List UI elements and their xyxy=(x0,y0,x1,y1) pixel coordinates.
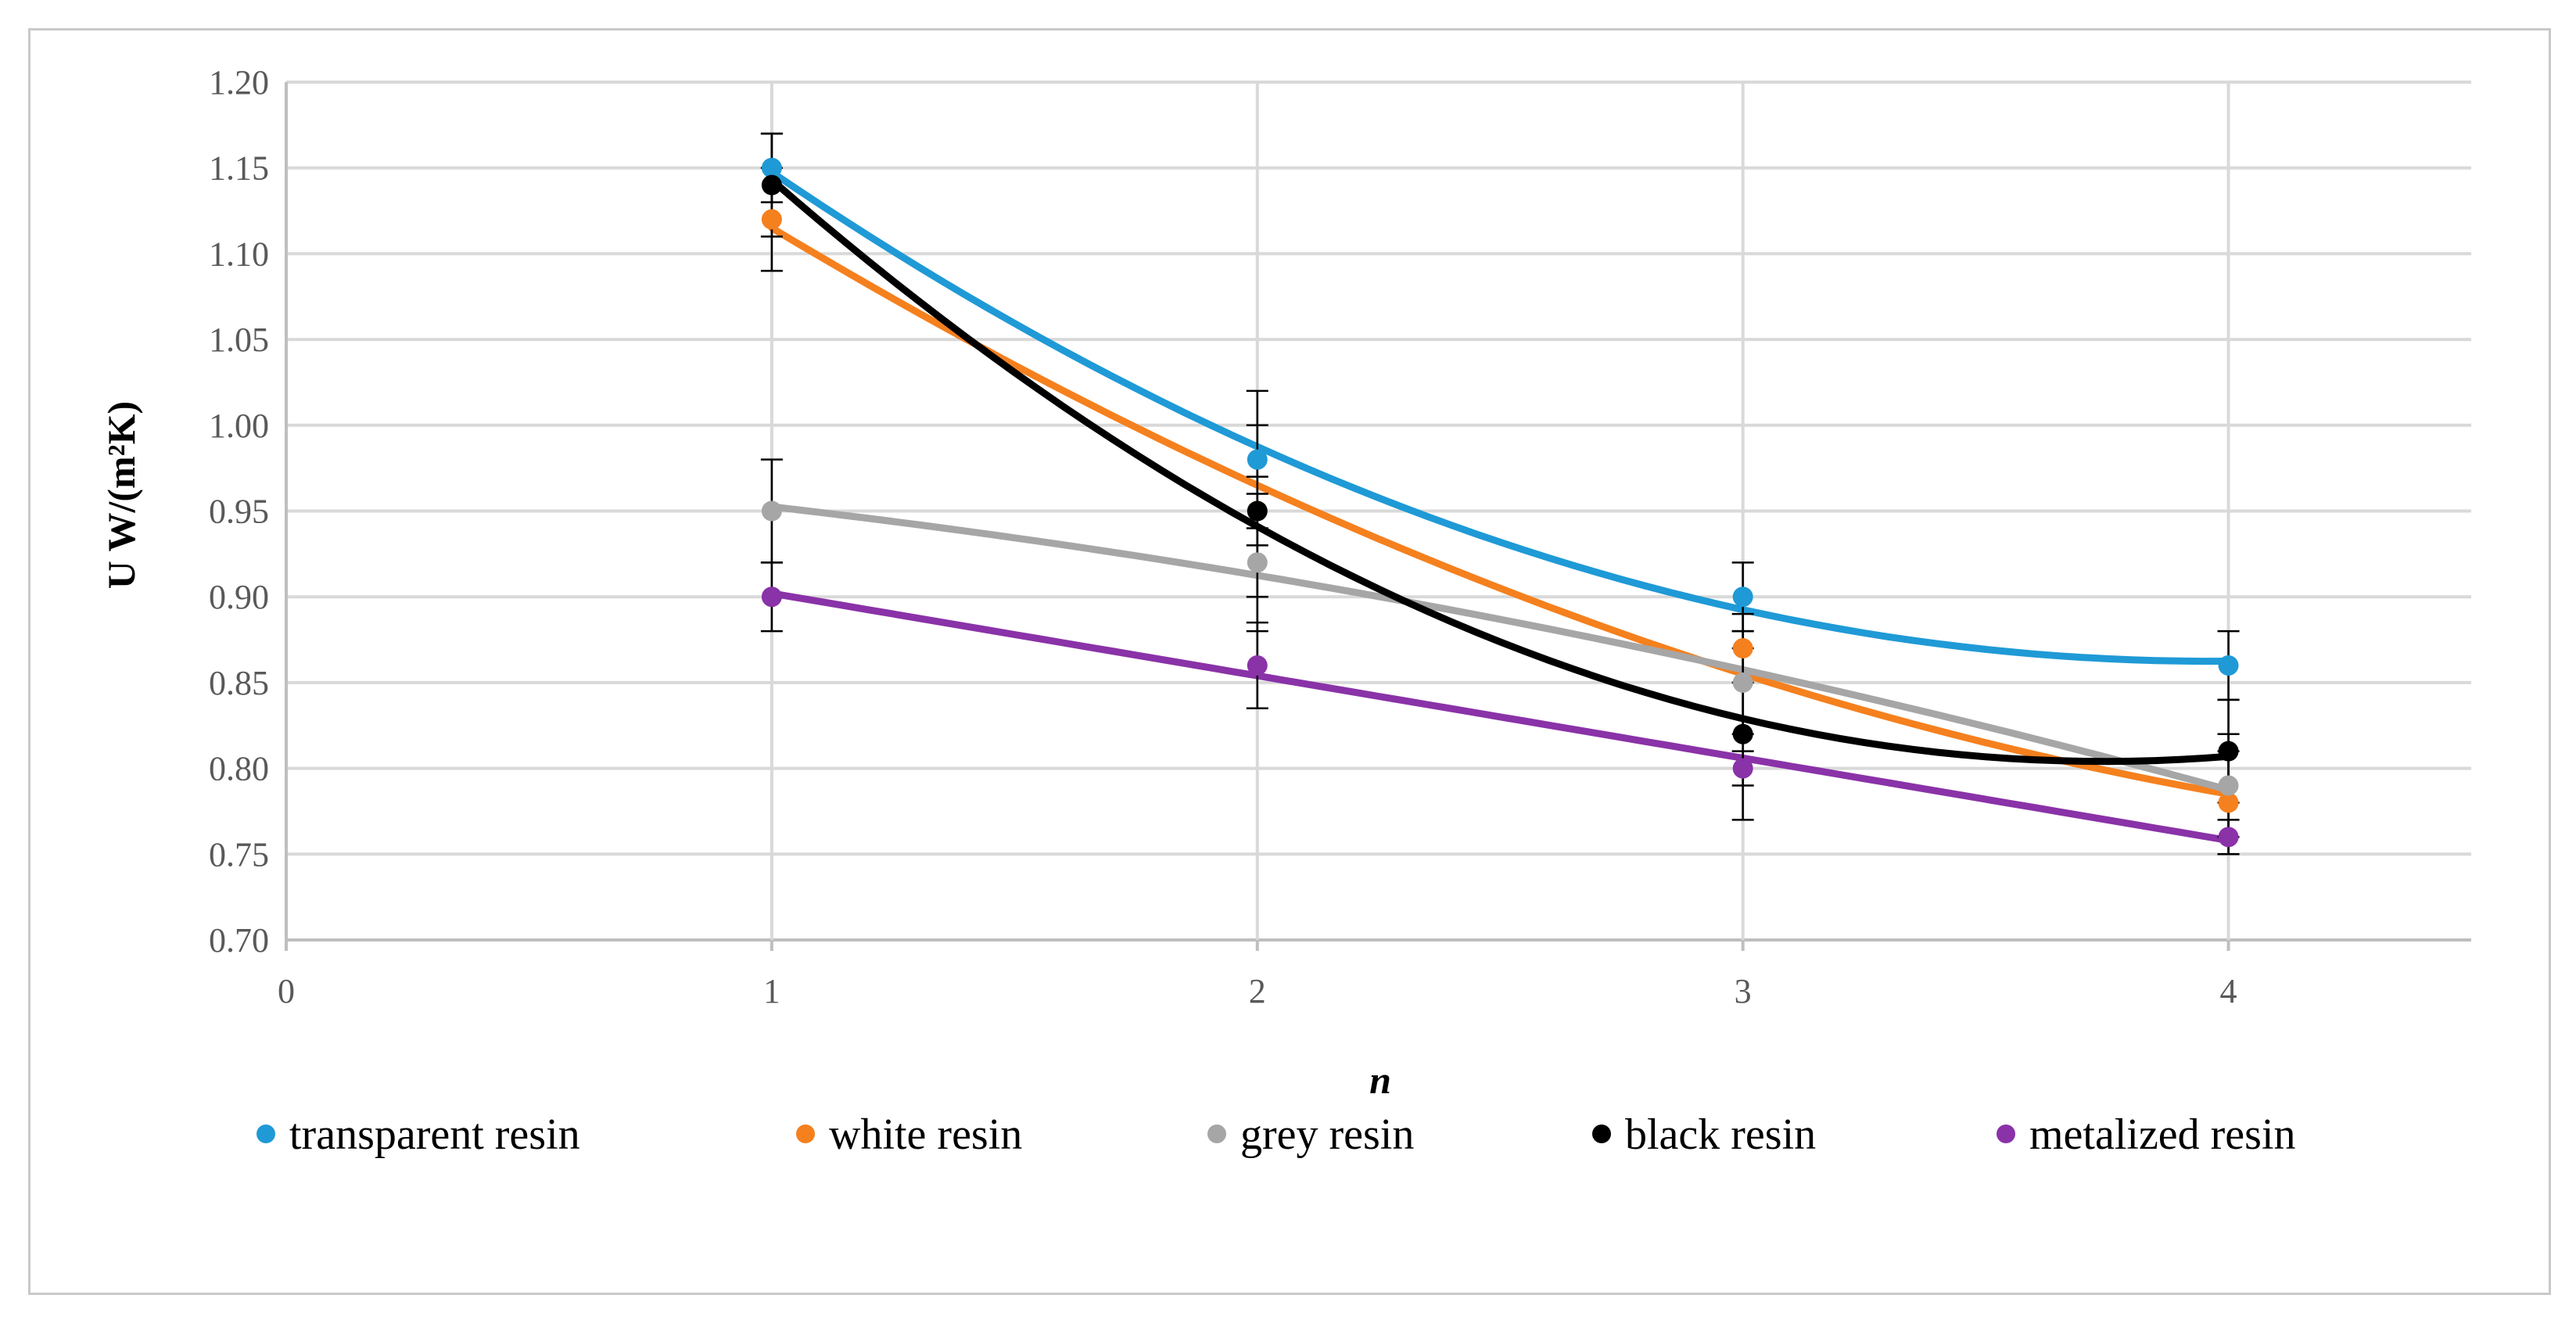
y-tick-label: 0.75 xyxy=(209,835,269,873)
x-tick-label: 4 xyxy=(2220,972,2237,1010)
point-transparent-resin xyxy=(2218,655,2239,676)
gridlines xyxy=(285,81,2471,951)
trendline-metalized-resin xyxy=(768,590,2233,845)
y-tick-label: 1.10 xyxy=(209,235,269,273)
point-transparent-resin xyxy=(1732,586,1753,608)
x-tick-label: 0 xyxy=(278,972,295,1010)
legend-label-transparent-resin: transparent resin xyxy=(289,1110,580,1159)
y-tick-label: 1.05 xyxy=(209,321,269,359)
legend-marker-transparent-resin xyxy=(257,1125,275,1143)
point-grey-resin xyxy=(761,500,782,522)
trendline-white-resin xyxy=(768,224,2233,798)
x-tick-label: 1 xyxy=(763,972,780,1010)
point-transparent-resin xyxy=(761,157,782,178)
point-black-resin xyxy=(2218,741,2239,762)
x-tick-label: 3 xyxy=(1735,972,1752,1010)
y-tick-label: 1.00 xyxy=(209,407,269,445)
point-grey-resin xyxy=(1732,672,1753,693)
x-tick-label: 2 xyxy=(1249,972,1266,1010)
y-tick-label: 0.85 xyxy=(209,664,269,702)
legend-marker-black-resin xyxy=(1592,1125,1611,1143)
legend: transparent resin white resin grey resin bl… xyxy=(257,1110,2296,1159)
point-black-resin xyxy=(761,174,782,195)
legend-label-black-resin: black resin xyxy=(1625,1110,1816,1159)
point-transparent-resin xyxy=(1247,449,1268,470)
legend-marker-white-resin xyxy=(796,1125,815,1143)
point-metalized-resin xyxy=(761,586,782,608)
point-grey-resin xyxy=(2218,775,2239,796)
point-black-resin xyxy=(1732,723,1753,744)
y-tick-label: 0.70 xyxy=(209,921,269,960)
trendline-transparent-resin xyxy=(768,168,2233,665)
y-tick-label: 0.95 xyxy=(209,493,269,531)
point-black-resin xyxy=(1247,500,1268,522)
y-tick-label: 0.80 xyxy=(209,750,269,788)
point-metalized-resin xyxy=(2218,827,2239,848)
point-metalized-resin xyxy=(1247,655,1268,676)
x-tick-labels: 0 1 2 3 4 xyxy=(278,972,2237,1010)
legend-label-white-resin: white resin xyxy=(829,1110,1022,1159)
y-tick-labels: 0.70 0.75 0.80 0.85 0.90 0.95 1.00 1.05 1.10 1.15… xyxy=(209,63,269,960)
y-tick-label: 1.20 xyxy=(209,63,269,102)
data-points xyxy=(761,157,2239,848)
x-axis-title: n xyxy=(1369,1058,1391,1102)
point-white-resin xyxy=(1732,638,1753,659)
trend-lines xyxy=(768,168,2233,845)
legend-label-metalized-resin: metalized resin xyxy=(2029,1110,2296,1159)
y-axis-title: U W/(m²K) xyxy=(99,401,143,589)
point-grey-resin xyxy=(1247,552,1268,573)
y-tick-label: 0.90 xyxy=(209,578,269,616)
error-bars xyxy=(760,132,2240,855)
legend-marker-grey-resin xyxy=(1207,1125,1226,1143)
legend-marker-metalized-resin xyxy=(1997,1125,2015,1143)
legend-label-grey-resin: grey resin xyxy=(1240,1110,1414,1159)
point-white-resin xyxy=(761,209,782,230)
point-white-resin xyxy=(2218,792,2239,813)
trendline-grey-resin xyxy=(768,503,2233,794)
y-tick-label: 1.15 xyxy=(209,149,269,188)
trendline-black-resin xyxy=(768,176,2233,766)
point-metalized-resin xyxy=(1732,758,1753,779)
